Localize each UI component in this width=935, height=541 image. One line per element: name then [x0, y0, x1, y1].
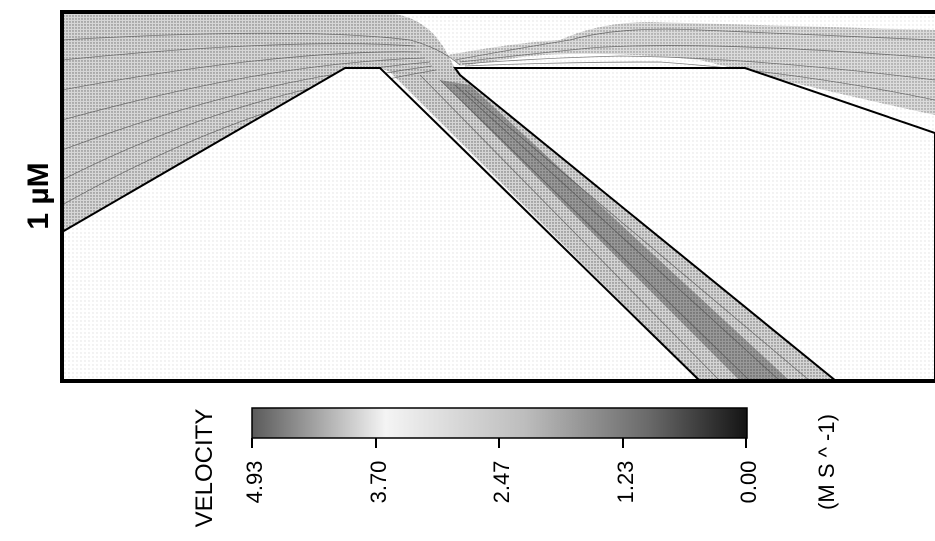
inlet-flow-region: [62, 14, 455, 232]
flow-field: [62, 14, 935, 381]
colorbar-gradient: [251, 407, 748, 439]
colorbar: VELOCITY 4.93 3.70 2.47 1.23 0.00 (M S ^…: [191, 407, 839, 528]
colorbar-tick-label: 2.47: [489, 461, 514, 504]
colorbar-label: VELOCITY: [191, 409, 218, 528]
colorbar-tick-label: 3.70: [366, 461, 391, 504]
colorbar-tick-label: 0.00: [736, 461, 761, 504]
colorbar-ticks: [251, 438, 747, 448]
colorbar-tick-label: 4.93: [242, 461, 267, 504]
outlet-flow-region: [448, 22, 935, 115]
colorbar-units: (M S ^ -1): [814, 414, 839, 510]
right-obstacle: [453, 67, 935, 382]
colorbar-tick-label: 1.23: [613, 461, 638, 504]
plot-area: [60, 10, 935, 383]
scale-label: 1 µM: [22, 162, 55, 229]
plot-frame: [60, 10, 935, 383]
